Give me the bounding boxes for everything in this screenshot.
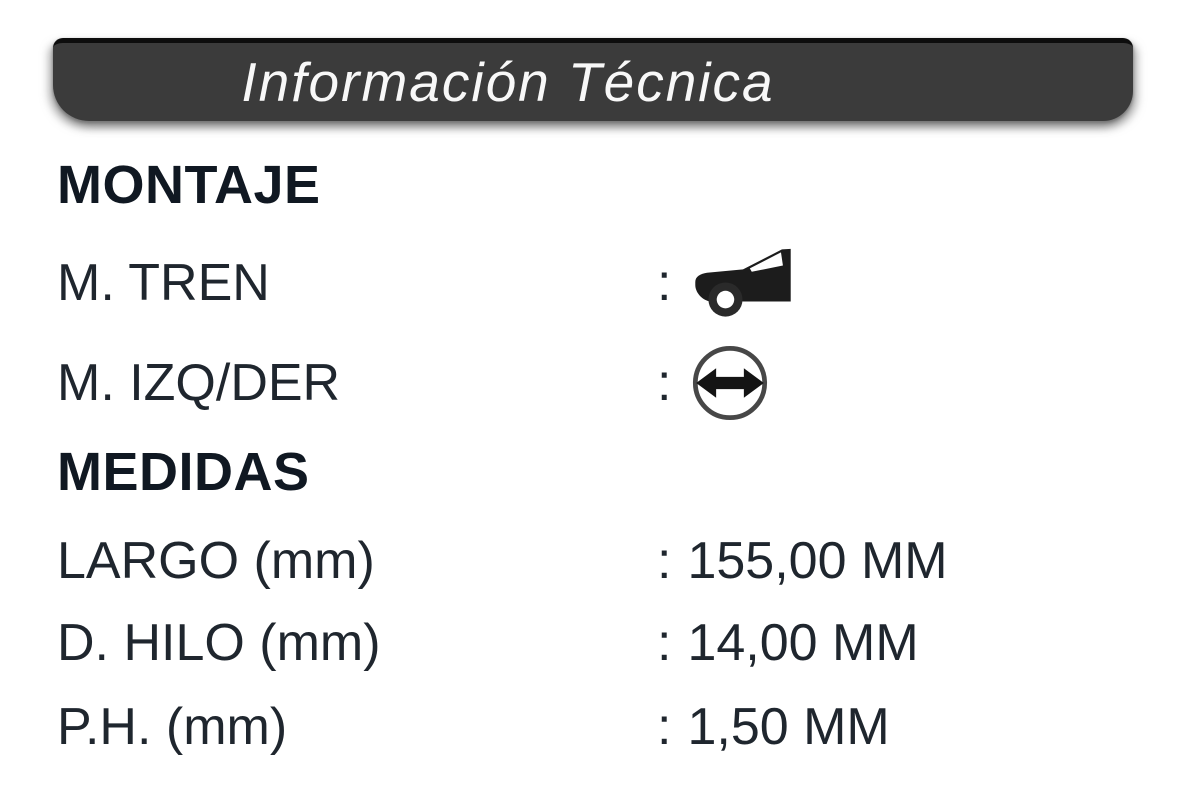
section-heading-medidas: MEDIDAS xyxy=(57,442,310,502)
row-m-izq-der: M. IZQ/DER : xyxy=(57,340,1170,426)
panel-header-banner: Información Técnica xyxy=(53,38,1133,121)
colon-separator: : xyxy=(657,254,672,312)
colon-separator: : xyxy=(657,698,672,756)
p-h-value: 1,50 MM xyxy=(687,698,890,756)
row-p-h: P.H. (mm) : 1,50 MM xyxy=(57,684,1170,770)
row-value-d-hilo: : 14,00 MM xyxy=(657,613,919,673)
row-label-m-izq-der: M. IZQ/DER xyxy=(57,354,341,412)
section-heading-montaje: MONTAJE xyxy=(57,155,321,215)
d-hilo-value: 14,00 MM xyxy=(687,614,919,672)
row-value-m-tren: : xyxy=(657,246,795,320)
row-label-d-hilo: D. HILO (mm) xyxy=(57,614,381,672)
left-right-arrow-circle-icon xyxy=(691,344,769,422)
row-largo: LARGO (mm) : 155,00 MM xyxy=(57,518,1170,604)
row-label-largo: LARGO (mm) xyxy=(57,532,375,590)
row-value-p-h: : 1,50 MM xyxy=(657,697,890,757)
largo-value: 155,00 MM xyxy=(687,532,948,590)
row-label-m-tren: M. TREN xyxy=(57,254,270,312)
panel-title: Información Técnica xyxy=(241,51,775,113)
row-label-p-h: P.H. (mm) xyxy=(57,698,288,756)
colon-separator: : xyxy=(657,354,672,412)
row-d-hilo: D. HILO (mm) : 14,00 MM xyxy=(57,600,1170,686)
row-m-tren: M. TREN : xyxy=(57,240,1170,326)
colon-separator: : xyxy=(657,532,672,590)
row-value-largo: : 155,00 MM xyxy=(657,531,948,591)
colon-separator: : xyxy=(657,614,672,672)
row-value-m-izq-der: : xyxy=(657,344,769,422)
car-front-axle-icon xyxy=(691,246,795,320)
